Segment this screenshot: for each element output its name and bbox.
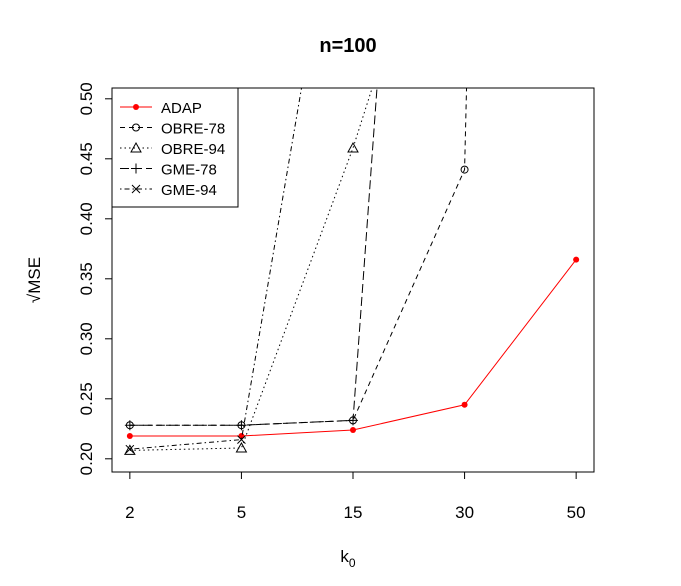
x-label-main: k <box>340 547 349 566</box>
legend-marker <box>130 141 142 153</box>
x-tick-label: 2 <box>125 503 134 522</box>
point <box>573 256 580 263</box>
x-tick-label: 5 <box>237 503 246 522</box>
point <box>237 435 246 444</box>
y-tick-label: 0.35 <box>77 262 96 295</box>
series-line <box>129 88 468 426</box>
x-tick-label: 15 <box>344 503 363 522</box>
legend-label: OBRE-78 <box>161 121 225 138</box>
y-axis-label: √MSE <box>25 257 44 303</box>
x-tick-label: 50 <box>567 503 586 522</box>
legend-label: OBRE-94 <box>161 141 225 158</box>
legend-label: ADAP <box>161 100 202 117</box>
x-label-sub: 0 <box>349 556 356 570</box>
point <box>348 415 358 426</box>
point <box>347 141 359 153</box>
y-tick-label: 0.50 <box>77 82 96 115</box>
legend-marker <box>133 104 139 110</box>
point <box>126 433 133 439</box>
legend-label: GME-94 <box>161 182 217 199</box>
y-tick-label: 0.20 <box>77 442 96 475</box>
y-tick-label: 0.25 <box>77 382 96 415</box>
legend-marker <box>132 123 140 132</box>
point <box>124 444 136 455</box>
legend-label: GME-78 <box>161 162 217 179</box>
point <box>350 427 356 433</box>
chart-title: n=100 <box>319 35 376 57</box>
point <box>125 444 135 454</box>
plot-area <box>124 88 580 455</box>
point <box>235 441 248 453</box>
point <box>236 420 247 431</box>
point <box>461 401 468 408</box>
point <box>460 165 469 174</box>
point <box>124 420 135 431</box>
legend-marker <box>131 184 141 194</box>
y-tick-label: 0.45 <box>77 142 96 175</box>
y-tick-label: 0.30 <box>77 322 96 355</box>
x-tick-label: 30 <box>455 503 474 522</box>
legend-marker <box>131 163 141 174</box>
x-axis-label: k0 <box>340 547 356 570</box>
y-tick-label: 0.40 <box>77 202 96 235</box>
